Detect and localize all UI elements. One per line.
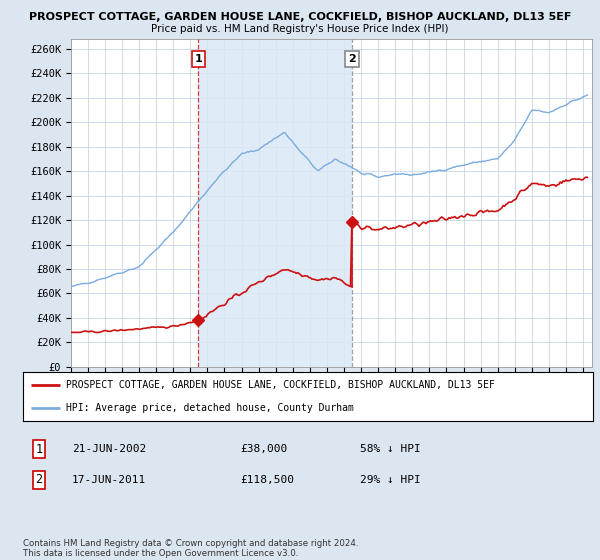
Text: 2: 2 [348,54,356,64]
Text: PROSPECT COTTAGE, GARDEN HOUSE LANE, COCKFIELD, BISHOP AUCKLAND, DL13 5EF: PROSPECT COTTAGE, GARDEN HOUSE LANE, COC… [65,380,494,390]
Text: 17-JUN-2011: 17-JUN-2011 [72,475,146,485]
Text: Price paid vs. HM Land Registry's House Price Index (HPI): Price paid vs. HM Land Registry's House … [151,24,449,34]
Text: 2: 2 [35,473,43,487]
Text: 58% ↓ HPI: 58% ↓ HPI [360,444,421,454]
Text: PROSPECT COTTAGE, GARDEN HOUSE LANE, COCKFIELD, BISHOP AUCKLAND, DL13 5EF: PROSPECT COTTAGE, GARDEN HOUSE LANE, COC… [29,12,571,22]
Text: Contains HM Land Registry data © Crown copyright and database right 2024.
This d: Contains HM Land Registry data © Crown c… [23,539,358,558]
Text: 29% ↓ HPI: 29% ↓ HPI [360,475,421,485]
Text: 21-JUN-2002: 21-JUN-2002 [72,444,146,454]
Text: £118,500: £118,500 [240,475,294,485]
Text: £38,000: £38,000 [240,444,287,454]
Bar [199,39,352,367]
Text: HPI: Average price, detached house, County Durham: HPI: Average price, detached house, Coun… [65,403,353,413]
Text: 1: 1 [35,442,43,456]
Text: 1: 1 [194,54,202,64]
